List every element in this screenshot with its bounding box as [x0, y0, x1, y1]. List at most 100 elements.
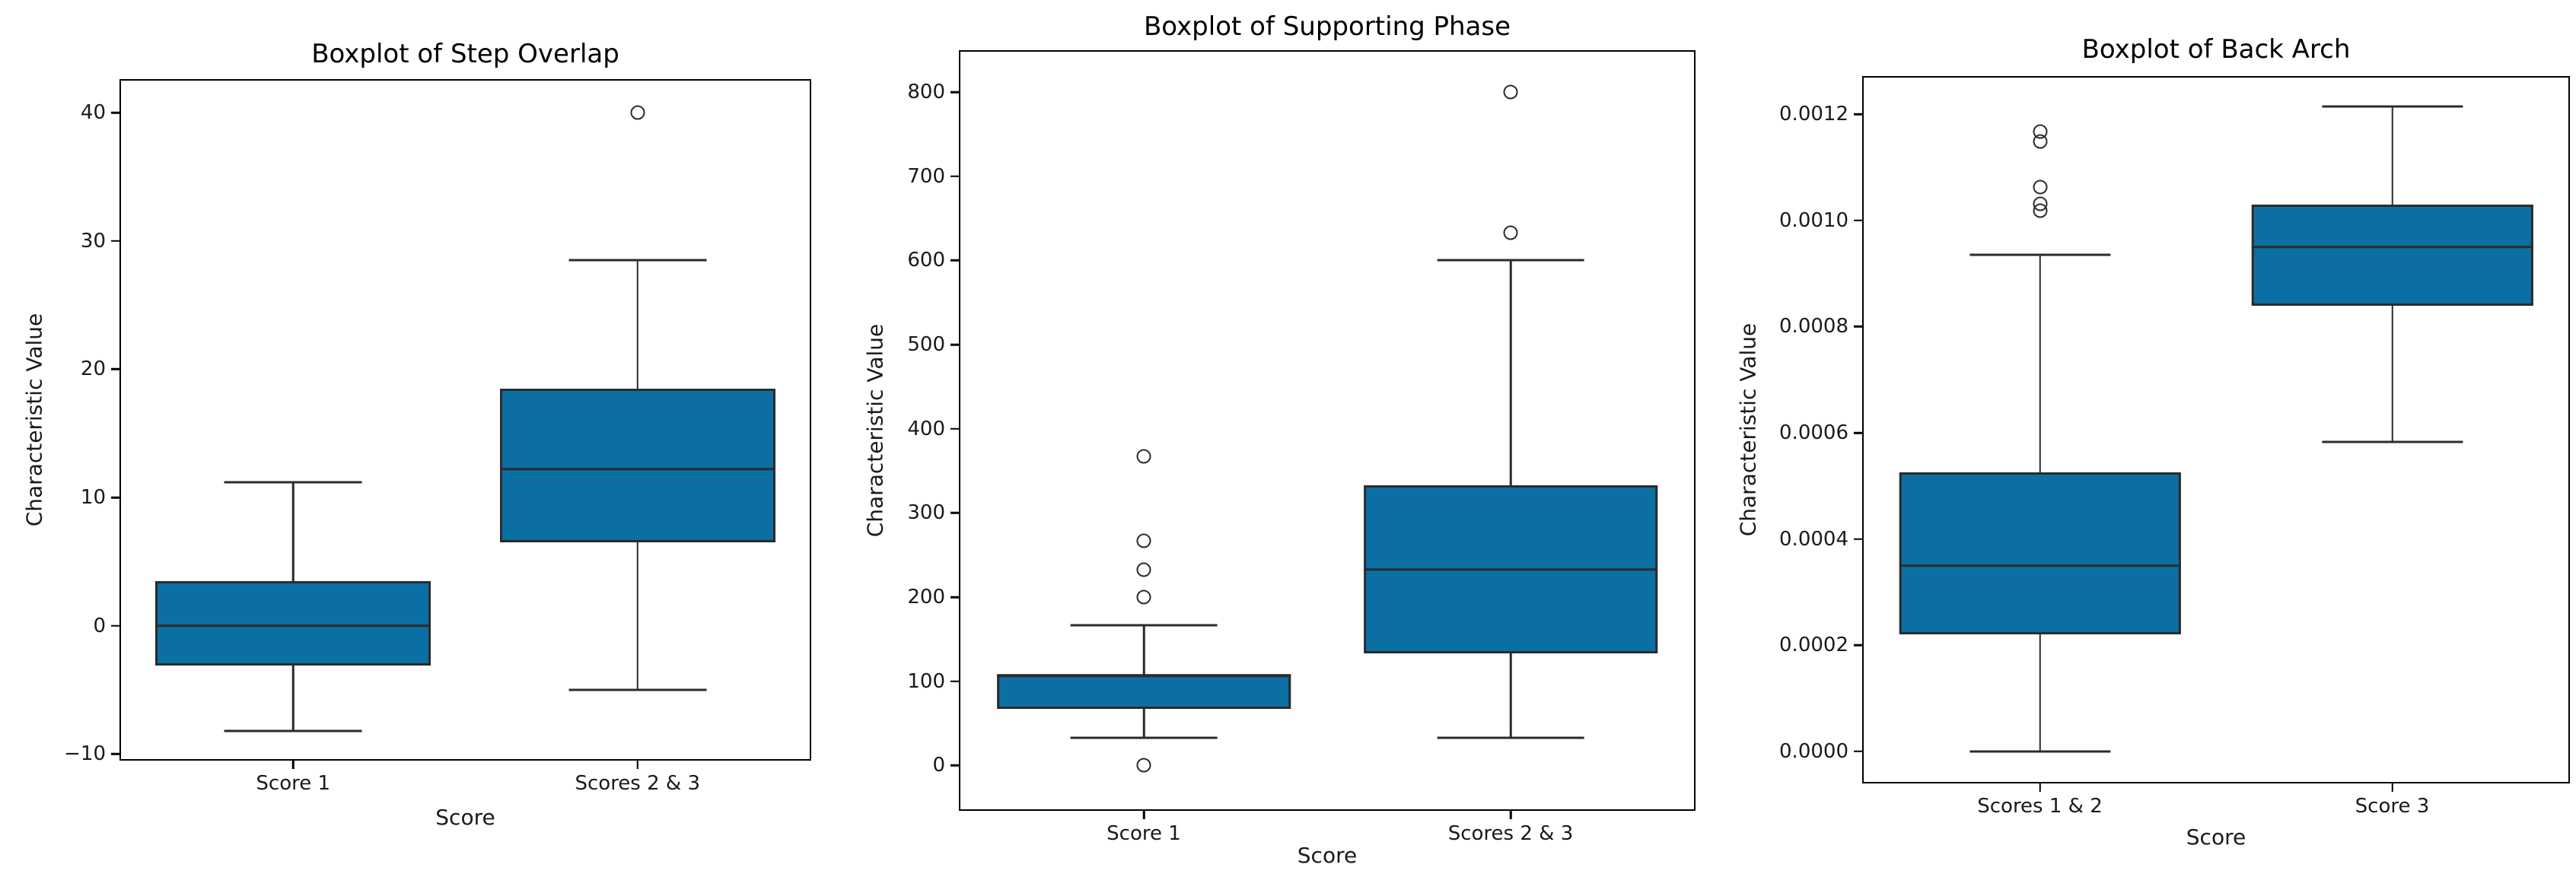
x-tick-label: Scores 2 & 3 — [1447, 822, 1574, 845]
y-tick-mark — [950, 91, 960, 94]
y-tick-mark — [950, 764, 960, 767]
box — [2251, 204, 2533, 306]
outlier-point — [2033, 196, 2047, 211]
whisker-cap-lower — [1437, 736, 1584, 739]
whisker-upper — [1509, 260, 1512, 485]
y-tick-mark — [1854, 644, 1864, 647]
y-tick-mark — [111, 496, 121, 499]
median-line — [155, 624, 431, 628]
whisker-lower — [2039, 634, 2041, 751]
box — [1899, 472, 2181, 635]
y-tick-label: −10 — [64, 742, 106, 766]
y-tick-mark — [111, 368, 121, 370]
whisker-lower — [1509, 653, 1512, 738]
y-tick-mark — [950, 343, 960, 346]
x-axis-label: Score — [435, 805, 495, 830]
median-line — [997, 674, 1291, 677]
outlier-point — [1136, 758, 1151, 773]
axes-step-overlap: Boxplot of Step Overlap Characteristic V… — [22, 40, 811, 830]
x-tick-mark — [292, 759, 295, 769]
y-tick-label: 300 — [907, 501, 945, 525]
whisker-lower — [1142, 709, 1145, 738]
y-tick-mark — [950, 680, 960, 683]
y-tick-label: 0.0004 — [1779, 527, 1848, 551]
y-tick-label: 700 — [907, 164, 945, 188]
y-tick-mark — [111, 240, 121, 243]
box — [997, 674, 1291, 710]
y-tick-mark — [1854, 113, 1864, 116]
chart-title: Boxplot of Back Arch — [2081, 34, 2351, 65]
y-tick-label: 10 — [80, 486, 106, 509]
whisker-upper — [2039, 255, 2041, 473]
median-line — [1899, 564, 2181, 567]
outlier-point — [2033, 124, 2047, 139]
median-line — [2251, 245, 2533, 249]
y-tick-label: 40 — [80, 101, 106, 125]
axes-back-arch: Boxplot of Back Arch Characteristic Valu… — [1736, 35, 2570, 850]
y-tick-mark — [111, 111, 121, 114]
whisker-cap-upper — [1070, 624, 1218, 627]
whisker-lower — [636, 542, 638, 690]
median-line — [499, 468, 775, 471]
whisker-upper — [2391, 106, 2393, 205]
x-tick-label: Score 1 — [1107, 822, 1181, 845]
axes-supporting-phase: Boxplot of Supporting Phase Characterist… — [863, 12, 1696, 868]
outlier-point — [630, 105, 645, 120]
whisker-upper — [1142, 624, 1145, 675]
outlier-point — [1136, 589, 1151, 605]
y-tick-mark — [950, 596, 960, 599]
whisker-cap-lower — [568, 688, 707, 691]
x-tick-mark — [2039, 782, 2041, 792]
whisker-cap-upper — [568, 259, 707, 262]
whisker-cap-upper — [1969, 253, 2111, 256]
whisker-cap-lower — [224, 729, 362, 732]
whisker-cap-lower — [1969, 750, 2111, 753]
y-tick-label: 0.0010 — [1779, 208, 1848, 232]
outlier-point — [2033, 180, 2047, 195]
y-tick-mark — [1854, 219, 1864, 222]
outlier-point — [1503, 84, 1518, 100]
whisker-cap-lower — [1070, 736, 1218, 739]
y-tick-label: 20 — [80, 357, 106, 381]
x-tick-mark — [636, 759, 638, 769]
y-tick-label: 0.0008 — [1779, 315, 1848, 338]
outlier-point — [1503, 225, 1518, 240]
y-tick-label: 500 — [907, 333, 945, 357]
box — [499, 388, 775, 543]
x-axis-label: Score — [2186, 825, 2246, 850]
y-axis-label: Characteristic Value — [21, 313, 47, 527]
y-tick-label: 30 — [80, 229, 106, 253]
y-tick-mark — [111, 624, 121, 627]
whisker-cap-upper — [224, 481, 362, 484]
x-tick-mark — [2391, 782, 2393, 792]
x-tick-mark — [1509, 809, 1512, 819]
whisker-cap-lower — [2321, 440, 2463, 443]
x-tick-label: Score 3 — [2355, 795, 2430, 818]
whisker-upper — [292, 481, 295, 581]
outlier-point — [1136, 562, 1151, 577]
y-tick-mark — [111, 753, 121, 755]
y-tick-mark — [1854, 431, 1864, 434]
y-tick-mark — [950, 512, 960, 514]
y-tick-label: 0.0006 — [1779, 421, 1848, 445]
box — [155, 580, 431, 666]
y-tick-label: 0 — [93, 614, 106, 637]
y-axis-label: Characteristic Value — [862, 323, 888, 538]
whisker-lower — [2391, 305, 2393, 442]
whisker-cap-upper — [2321, 105, 2463, 108]
y-tick-label: 800 — [907, 81, 945, 104]
y-tick-label: 200 — [907, 586, 945, 609]
y-tick-label: 100 — [907, 669, 945, 693]
y-axis-label: Characteristic Value — [1735, 323, 1761, 537]
y-tick-mark — [1854, 326, 1864, 328]
x-tick-label: Score 1 — [256, 772, 331, 795]
x-tick-mark — [1142, 809, 1145, 819]
whisker-cap-upper — [1437, 259, 1584, 262]
y-tick-label: 0 — [932, 754, 945, 777]
y-tick-label: 0.0012 — [1779, 103, 1848, 126]
whisker-lower — [292, 665, 295, 731]
y-tick-label: 0.0002 — [1779, 634, 1848, 657]
chart-title: Boxplot of Step Overlap — [311, 39, 619, 69]
y-tick-label: 600 — [907, 249, 945, 272]
